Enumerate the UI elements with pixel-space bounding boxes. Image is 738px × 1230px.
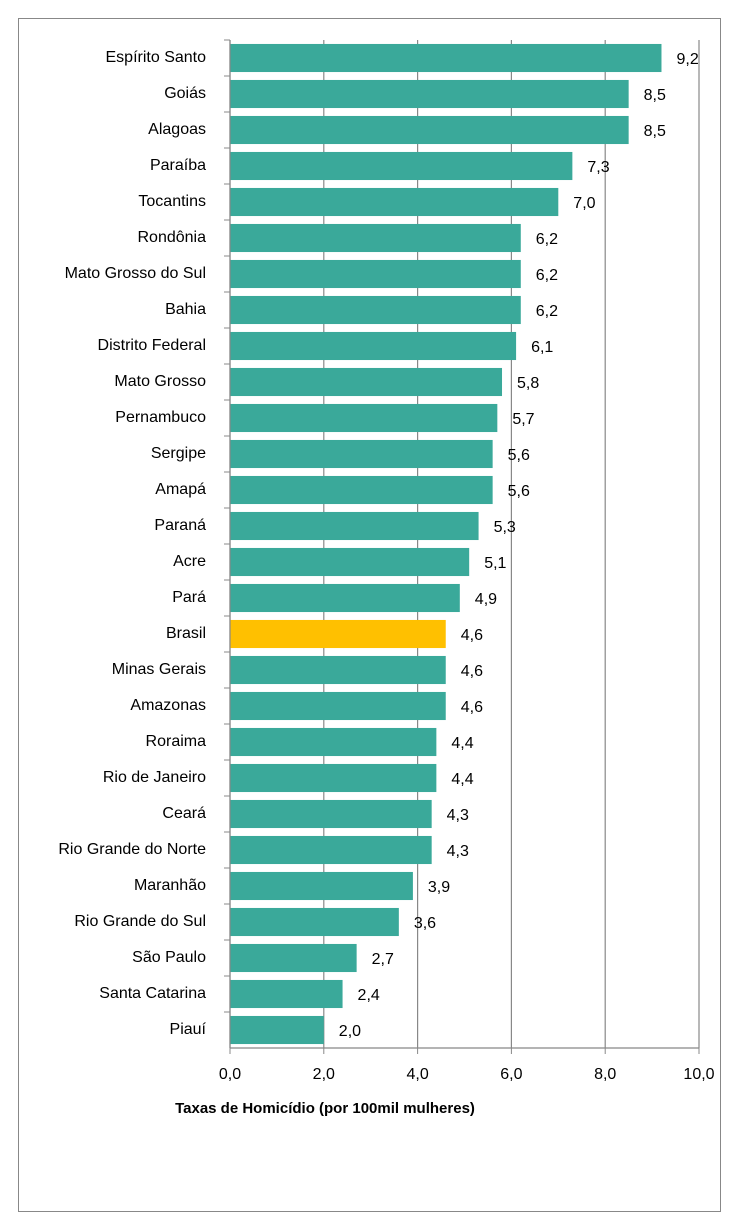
bar [230,979,343,1009]
y-tick-label: Rio de Janeiro [103,769,206,786]
bar [230,439,493,469]
data-label: 4,3 [447,843,469,860]
y-tick-label: Tocantins [138,193,206,210]
y-tick-label: Minas Gerais [112,661,206,678]
bar [230,331,517,361]
data-label: 5,6 [508,447,530,464]
chart-border [18,18,721,1212]
data-label: 4,4 [451,735,473,752]
y-tick-label: Roraima [146,733,207,750]
bar [230,547,470,577]
data-label: 3,9 [428,879,450,896]
bar [230,907,399,937]
y-tick-label: Distrito Federal [98,337,206,354]
y-tick-label: Pará [172,589,206,606]
data-label: 8,5 [644,123,666,140]
bar [230,187,559,217]
data-label: 5,7 [512,411,534,428]
data-label: 7,0 [573,195,595,212]
bar [230,79,629,109]
data-label: 5,6 [508,483,530,500]
y-tick-label: Sergipe [151,445,206,462]
data-label: 2,7 [372,951,394,968]
bar [230,619,446,649]
bar [230,223,521,253]
data-label: 5,1 [484,555,506,572]
data-label: 2,4 [358,987,380,1004]
bar [230,943,357,973]
x-tick-label: 8,0 [594,1066,616,1083]
data-label: 5,3 [494,519,516,536]
bar [230,655,446,685]
data-label: 4,9 [475,591,497,608]
y-tick-label: Piauí [170,1021,207,1038]
y-tick-label: Ceará [162,805,206,822]
y-tick-label: Amapá [155,481,206,498]
bar [230,151,573,181]
y-tick-label: Rio Grande do Sul [74,913,206,930]
data-label: 6,2 [536,231,558,248]
data-label: 4,6 [461,627,483,644]
bar [230,799,432,829]
data-label: 4,6 [461,663,483,680]
y-tick-label: Mato Grosso do Sul [65,265,206,282]
data-label: 2,0 [339,1023,361,1040]
x-tick-label: 0,0 [219,1066,241,1083]
x-tick-label: 2,0 [313,1066,335,1083]
data-label: 4,6 [461,699,483,716]
bar [230,511,479,541]
data-label: 6,2 [536,267,558,284]
bar [230,403,498,433]
y-tick-label: Bahia [165,301,206,318]
y-tick-label: Rondônia [138,229,207,246]
data-label: 4,4 [451,771,473,788]
data-label: 3,6 [414,915,436,932]
bar [230,115,629,145]
bar [230,1015,324,1045]
y-tick-label: Pernambuco [115,409,206,426]
bar [230,691,446,721]
bar [230,727,437,757]
y-tick-label: Goiás [164,85,206,102]
bar [230,835,432,865]
y-tick-label: São Paulo [132,949,206,966]
y-tick-label: Acre [173,553,206,570]
y-tick-label: Espírito Santo [106,49,207,66]
bar [230,367,503,397]
data-label: 7,3 [587,159,609,176]
y-tick-label: Santa Catarina [99,985,206,1002]
y-tick-label: Paraná [154,517,206,534]
bar [230,475,493,505]
data-label: 6,1 [531,339,553,356]
y-tick-label: Rio Grande do Norte [58,841,206,858]
data-label: 5,8 [517,375,539,392]
x-tick-label: 6,0 [500,1066,522,1083]
y-tick-label: Brasil [166,625,206,642]
data-label: 6,2 [536,303,558,320]
x-axis-title: Taxas de Homicídio (por 100mil mulheres) [175,1100,475,1117]
y-tick-label: Mato Grosso [114,373,206,390]
data-label: 8,5 [644,87,666,104]
bar [230,583,460,613]
bar [230,259,521,289]
bar [230,295,521,325]
y-tick-label: Amazonas [130,697,206,714]
x-tick-label: 4,0 [406,1066,428,1083]
y-tick-label: Alagoas [148,121,206,138]
y-tick-label: Maranhão [134,877,206,894]
data-label: 9,2 [676,51,698,68]
bar [230,43,662,73]
bar [230,763,437,793]
y-tick-label: Paraíba [150,157,206,174]
bar [230,871,413,901]
x-tick-label: 10,0 [683,1066,714,1083]
data-label: 4,3 [447,807,469,824]
